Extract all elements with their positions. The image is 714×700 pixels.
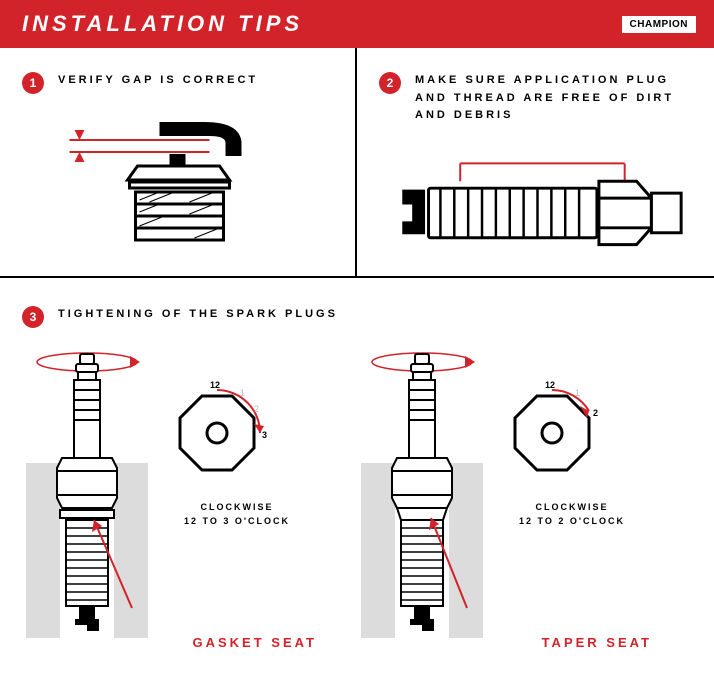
header-bar: INSTALLATION TIPS CHAMPION: [0, 0, 714, 48]
step-header-1: 1 VERIFY GAP IS CORRECT: [22, 72, 337, 94]
taper-seat-label: TAPER SEAT: [542, 635, 652, 650]
clock-direction-label: CLOCKWISE 12 TO 3 O'CLOCK: [162, 501, 312, 528]
clock-taper: 12 1 2 CLOCKWISE 12 TO 2 O'CLOCK: [497, 378, 647, 658]
spark-plug-gasket-diagram: [22, 348, 152, 648]
clock-12: 12: [210, 380, 220, 390]
clock-12: 12: [545, 380, 555, 390]
step-number-badge: 2: [379, 72, 401, 94]
page-title: INSTALLATION TIPS: [22, 11, 303, 37]
clock-2: 2: [593, 408, 598, 418]
gasket-seat-column: 12 1 2 3 CLOCKWISE 12 TO 3 O'CLOCK GASKE…: [22, 348, 357, 658]
step-number-badge: 3: [22, 306, 44, 328]
tightening-row: 12 1 2 3 CLOCKWISE 12 TO 3 O'CLOCK GASKE…: [22, 348, 692, 658]
step-number-badge: 1: [22, 72, 44, 94]
gap-diagram: [22, 112, 337, 242]
step-text: VERIFY GAP IS CORRECT: [58, 72, 258, 90]
step-header-2: 2 MAKE SURE APPLICATION PLUG AND THREAD …: [379, 72, 696, 125]
clock-1-grey: 1: [240, 388, 245, 398]
clock-direction-label: CLOCKWISE 12 TO 2 O'CLOCK: [497, 501, 647, 528]
gasket-seat-label: GASKET SEAT: [193, 635, 318, 650]
step-header-3: 3 TIGHTENING OF THE SPARK PLUGS: [22, 306, 692, 328]
clock-3: 3: [262, 430, 267, 440]
clock-2-grey: 2: [254, 404, 259, 414]
taper-seat-column: 12 1 2 CLOCKWISE 12 TO 2 O'CLOCK TAPER S…: [357, 348, 692, 658]
panel-step-1: 1 VERIFY GAP IS CORRECT: [0, 48, 357, 276]
panel-step-3: 3 TIGHTENING OF THE SPARK PLUGS: [0, 278, 714, 674]
step-text: TIGHTENING OF THE SPARK PLUGS: [58, 306, 338, 324]
panel-step-2: 2 MAKE SURE APPLICATION PLUG AND THREAD …: [357, 48, 714, 276]
top-panels: 1 VERIFY GAP IS CORRECT: [0, 48, 714, 278]
thread-diagram: [379, 143, 696, 273]
step-text: MAKE SURE APPLICATION PLUG AND THREAD AR…: [415, 72, 696, 125]
spark-plug-taper-diagram: [357, 348, 487, 648]
brand-logo: CHAMPION: [622, 16, 696, 33]
clock-1-grey: 1: [575, 388, 580, 398]
clock-gasket: 12 1 2 3 CLOCKWISE 12 TO 3 O'CLOCK: [162, 378, 312, 658]
